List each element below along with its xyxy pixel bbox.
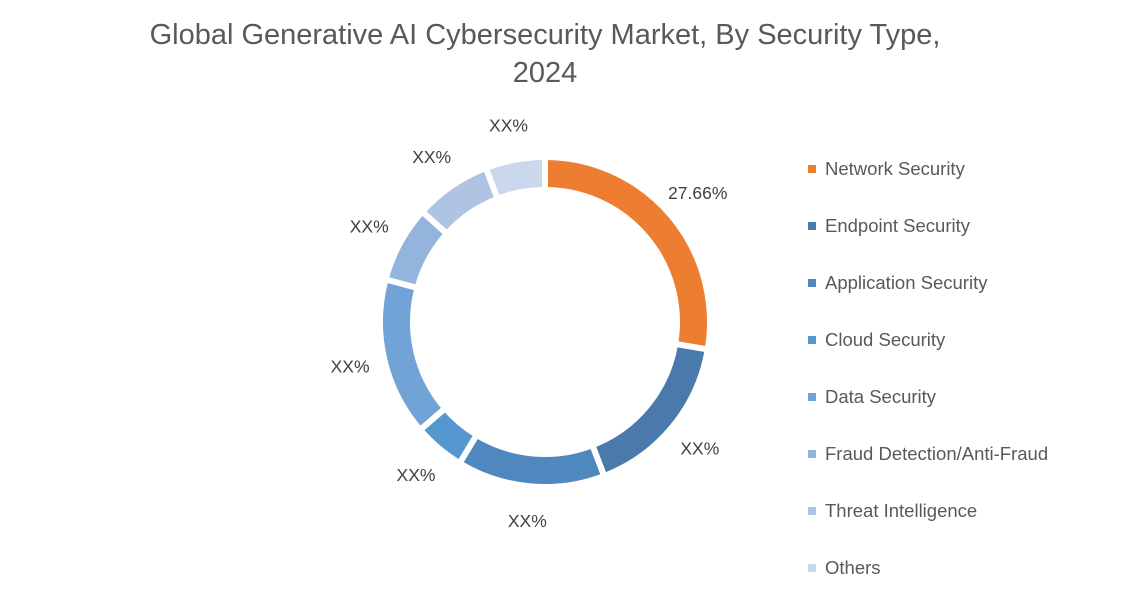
legend-swatch <box>808 392 816 401</box>
legend-swatch <box>808 335 816 344</box>
donut-segment-others <box>481 153 548 203</box>
legend-item-network-security: Network Security <box>808 140 1048 197</box>
chart-title-line-2: 2024 <box>512 57 578 89</box>
legend-label: Others <box>825 556 881 578</box>
data-label-threat-intelligence: XX% <box>412 147 451 167</box>
legend-label: Data Security <box>825 385 937 407</box>
donut-segment-application-security <box>455 430 609 490</box>
legend-label: Cloud Security <box>825 328 946 350</box>
legend-item-threat-intelligence: Threat Intelligence <box>808 482 1048 539</box>
data-label-data-security: XX% <box>331 357 370 377</box>
data-label-cloud-security: XX% <box>397 465 436 485</box>
data-label-fraud-detection-anti-fraud: XX% <box>350 217 389 237</box>
legend-label: Fraud Detection/Anti-Fraud <box>825 442 1049 464</box>
legend-swatch <box>808 278 816 287</box>
donut-segment-data-security <box>377 275 450 435</box>
legend-swatch <box>808 506 816 515</box>
legend-item-data-security: Data Security <box>808 368 1048 425</box>
legend: Network Security Endpoint Security Applica… <box>808 140 1048 596</box>
legend-swatch <box>808 164 816 173</box>
legend-swatch <box>808 221 816 230</box>
data-label-endpoint-security: XX% <box>680 439 719 459</box>
legend-label: Threat Intelligence <box>825 499 978 521</box>
data-label-network-security: 27.66% <box>668 183 727 203</box>
legend-label: Endpoint Security <box>825 214 971 236</box>
legend-item-cloud-security: Cloud Security <box>808 311 1048 368</box>
legend-swatch <box>808 563 816 572</box>
legend-label: Application Security <box>825 271 988 293</box>
legend-swatch <box>808 449 816 458</box>
data-label-others: XX% <box>489 115 528 135</box>
chart-title-line-1: Global Generative AI Cybersecurity Marke… <box>149 19 941 51</box>
legend-label: Network Security <box>825 157 965 179</box>
donut-segment-threat-intelligence <box>418 164 502 238</box>
legend-item-fraud-detection-anti-fraud: Fraud Detection/Anti-Fraud <box>808 425 1048 482</box>
legend-item-endpoint-security: Endpoint Security <box>808 197 1048 254</box>
data-label-application-security: XX% <box>508 511 547 531</box>
chart-title: Global Generative AI Cybersecurity Marke… <box>0 16 1090 92</box>
legend-item-others: Others <box>808 539 1048 596</box>
legend-item-application-security: Application Security <box>808 254 1048 311</box>
